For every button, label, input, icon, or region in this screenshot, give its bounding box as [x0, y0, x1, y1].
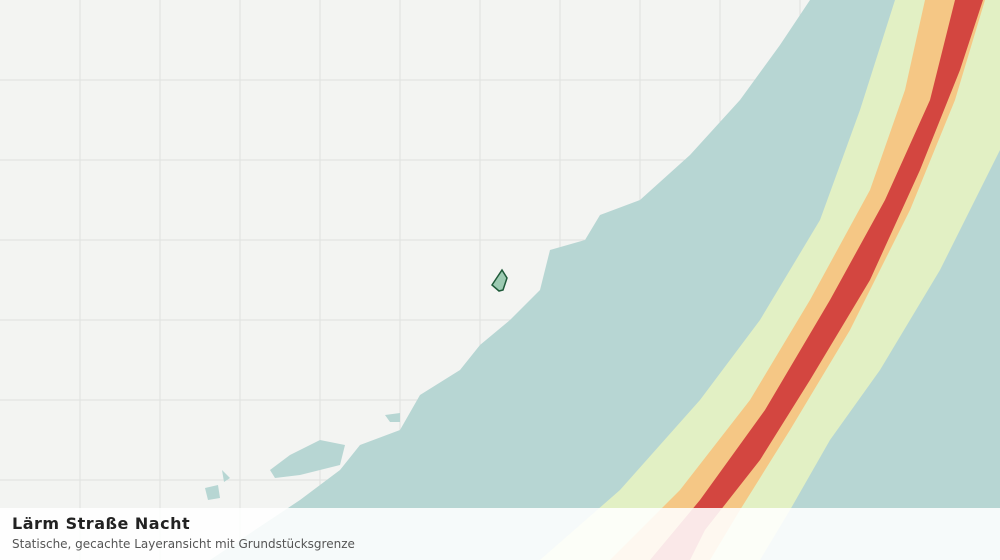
parcel: [491, 268, 508, 292]
noise-zone-1: [540, 0, 1000, 560]
layer-title: Lärm Straße Nacht: [12, 514, 191, 533]
layer-subtitle: Statische, gecachte Layeransicht mit Gru…: [12, 537, 355, 551]
noise-zone-3: [650, 0, 983, 560]
noise-island: [270, 440, 345, 478]
caption: Lärm Straße Nacht Statische, gecachte La…: [0, 508, 1000, 560]
noise-zone-2: [610, 0, 985, 560]
